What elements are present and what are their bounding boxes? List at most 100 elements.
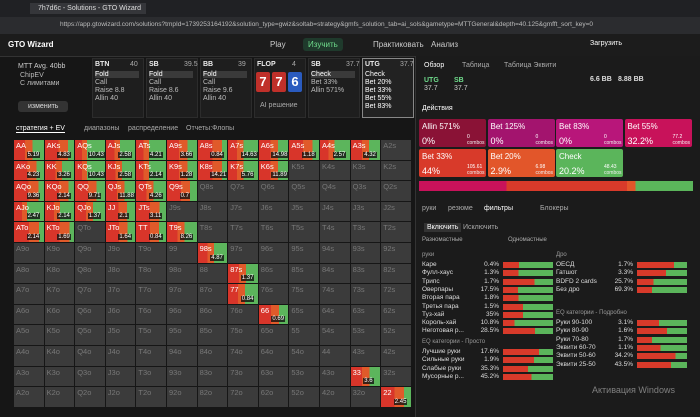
- hand-cell[interactable]: [228, 201, 258, 222]
- hand-cell[interactable]: [75, 366, 105, 387]
- hand-cell[interactable]: [258, 222, 289, 242]
- hand-cell[interactable]: [197, 366, 228, 387]
- nav-item[interactable]: Play: [270, 40, 286, 49]
- include-toggle[interactable]: Включить: [424, 223, 462, 232]
- hand-cell[interactable]: [228, 387, 258, 407]
- hand-cell[interactable]: [167, 284, 197, 304]
- action-card[interactable]: [624, 119, 692, 147]
- hand-cell[interactable]: [44, 284, 75, 304]
- hand-cell[interactable]: [197, 304, 228, 325]
- hand-cell[interactable]: [289, 366, 319, 387]
- view-tab[interactable]: диапазоны: [84, 125, 120, 132]
- hand-cell[interactable]: [136, 346, 166, 366]
- nav-item[interactable]: Практиковать: [373, 40, 424, 49]
- view-tab[interactable]: Отчеты:Флопы: [186, 125, 235, 132]
- action-item[interactable]: Allin 40: [149, 95, 172, 102]
- action-card[interactable]: [556, 119, 623, 147]
- hand-cell[interactable]: [105, 387, 136, 407]
- hand-cell[interactable]: [75, 325, 105, 345]
- nav-item[interactable]: Изучить: [303, 38, 343, 51]
- hand-cell[interactable]: [105, 243, 136, 263]
- action-card[interactable]: [487, 119, 555, 147]
- action-item[interactable]: Bet 83%: [365, 103, 392, 110]
- hand-cell[interactable]: [136, 325, 166, 345]
- hand-cell[interactable]: [289, 201, 319, 222]
- list-name[interactable]: Каре: [422, 261, 437, 268]
- hand-cell[interactable]: [14, 346, 44, 366]
- hand-cell[interactable]: [289, 243, 319, 263]
- hand-cell[interactable]: [258, 325, 289, 345]
- hand-cell[interactable]: [105, 284, 136, 304]
- nav-item[interactable]: Анализ: [431, 40, 459, 49]
- panel-tab[interactable]: Таблица Эквити: [504, 62, 557, 69]
- list-name[interactable]: Мусорные р...: [422, 372, 464, 380]
- hand-cell[interactable]: [320, 160, 350, 181]
- action-item[interactable]: Raise 9.6: [203, 87, 233, 94]
- action-column[interactable]: [200, 58, 252, 118]
- hand-cell[interactable]: [350, 284, 381, 304]
- hand-cell[interactable]: [258, 181, 289, 201]
- sub-tab[interactable]: руки: [422, 205, 437, 212]
- hand-cell[interactable]: [381, 263, 411, 284]
- hand-cell[interactable]: [258, 243, 289, 263]
- action-card[interactable]: [487, 149, 555, 177]
- hand-cell[interactable]: [105, 304, 136, 325]
- hand-cell[interactable]: [228, 243, 258, 263]
- view-tab[interactable]: распределение: [128, 125, 179, 132]
- hand-cell[interactable]: [167, 366, 197, 387]
- list-name[interactable]: Король-хай: [422, 319, 457, 327]
- hand-cell[interactable]: [44, 263, 75, 284]
- hand-cell[interactable]: [381, 325, 411, 345]
- hand-cell[interactable]: [320, 387, 350, 407]
- list-name[interactable]: BDFD 2 cards: [556, 277, 597, 285]
- action-column[interactable]: [362, 58, 414, 118]
- hand-cell[interactable]: [350, 346, 381, 366]
- action-item[interactable]: Fold: [203, 71, 247, 78]
- logo[interactable]: GTO Wizard: [8, 40, 54, 49]
- actions-label[interactable]: Действия: [422, 105, 453, 112]
- action-item[interactable]: Bet 33%: [311, 79, 338, 86]
- list-name[interactable]: Эквити 60-70: [556, 343, 596, 351]
- hand-cell[interactable]: [228, 325, 258, 345]
- hand-cell[interactable]: [44, 325, 75, 345]
- hand-cell[interactable]: [320, 243, 350, 263]
- hand-cell[interactable]: [136, 263, 166, 284]
- hand-cell[interactable]: [320, 284, 350, 304]
- suit-filter[interactable]: Разномастные: [422, 237, 463, 243]
- hand-cell[interactable]: [258, 201, 289, 222]
- action-item[interactable]: Allin 40: [95, 95, 118, 102]
- hand-cell[interactable]: [75, 304, 105, 325]
- panel-tab[interactable]: Обзор: [424, 62, 445, 69]
- action-item[interactable]: Fold: [149, 71, 193, 78]
- action-column[interactable]: [308, 58, 360, 118]
- hand-cell[interactable]: [75, 346, 105, 366]
- hand-cell[interactable]: [381, 366, 411, 387]
- hand-cell[interactable]: [14, 366, 44, 387]
- list-name[interactable]: Руки 80-90: [556, 327, 589, 335]
- hand-cell[interactable]: [75, 387, 105, 407]
- hand-cell[interactable]: [14, 325, 44, 345]
- hand-cell[interactable]: [228, 304, 258, 325]
- action-column[interactable]: [146, 58, 198, 118]
- hand-cell[interactable]: [14, 263, 44, 284]
- hand-cell[interactable]: [258, 263, 289, 284]
- hand-cell[interactable]: [44, 366, 75, 387]
- list-name[interactable]: Гатшот: [556, 269, 578, 277]
- sub-tab[interactable]: Блокеры: [540, 205, 569, 212]
- hand-cell[interactable]: [350, 325, 381, 345]
- list-name[interactable]: Руки 90-100: [556, 319, 593, 326]
- hand-cell[interactable]: [289, 160, 319, 181]
- hand-cell[interactable]: [197, 325, 228, 345]
- suit-filter[interactable]: Одномастные: [508, 237, 547, 243]
- hand-cell[interactable]: [289, 284, 319, 304]
- action-item[interactable]: Call: [149, 79, 162, 86]
- hand-cell[interactable]: [381, 243, 411, 263]
- hand-cell[interactable]: [381, 304, 411, 325]
- hand-cell[interactable]: [75, 222, 105, 242]
- hand-cell[interactable]: [258, 366, 289, 387]
- hand-cell[interactable]: [75, 284, 105, 304]
- list-name[interactable]: Третья пара: [422, 302, 459, 310]
- hand-cell[interactable]: [350, 201, 381, 222]
- sub-tab[interactable]: фильтры: [484, 205, 513, 212]
- hand-cell[interactable]: [228, 366, 258, 387]
